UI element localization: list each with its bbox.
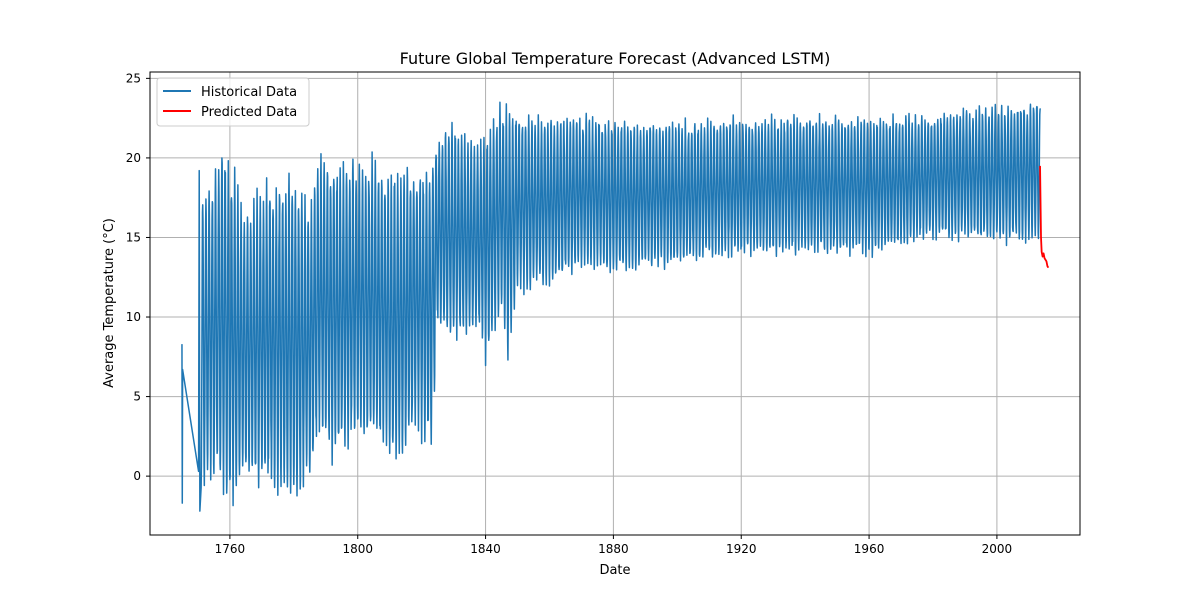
series-predicted-line	[1039, 165, 1050, 269]
x-tick-label: 1800	[342, 542, 373, 556]
legend: Historical Data Predicted Data	[156, 77, 310, 127]
y-tick-label: 10	[126, 310, 141, 324]
x-axis: 1760 1800 1840 1880 1920 1960 2000	[215, 535, 1013, 556]
series-layer	[181, 101, 1050, 512]
chart-title: Future Global Temperature Forecast (Adva…	[400, 49, 831, 68]
x-tick-label: 2000	[982, 542, 1013, 556]
x-tick-label: 1840	[470, 542, 501, 556]
legend-box	[156, 77, 310, 127]
plot-frame	[149, 71, 1081, 536]
x-tick-label: 1760	[215, 542, 246, 556]
y-tick-label: 20	[126, 151, 141, 165]
y-tick-label: 15	[126, 230, 141, 244]
y-tick-label: 5	[133, 390, 141, 404]
x-tick-label: 1880	[598, 542, 629, 556]
plot-area	[181, 101, 1050, 512]
y-tick-label: 25	[126, 71, 141, 85]
y-axis: 0 5 10 15 20 25	[126, 71, 150, 483]
legend-label-predicted: Predicted Data	[201, 105, 297, 120]
y-axis-label: Average Temperature (°C)	[102, 218, 117, 388]
x-axis-label: Date	[599, 563, 630, 578]
legend-label-historical: Historical Data	[201, 85, 297, 100]
series-historical-line	[181, 101, 1042, 512]
y-tick-label: 0	[133, 469, 141, 483]
x-tick-label: 1920	[726, 542, 757, 556]
x-tick-label: 1960	[854, 542, 885, 556]
